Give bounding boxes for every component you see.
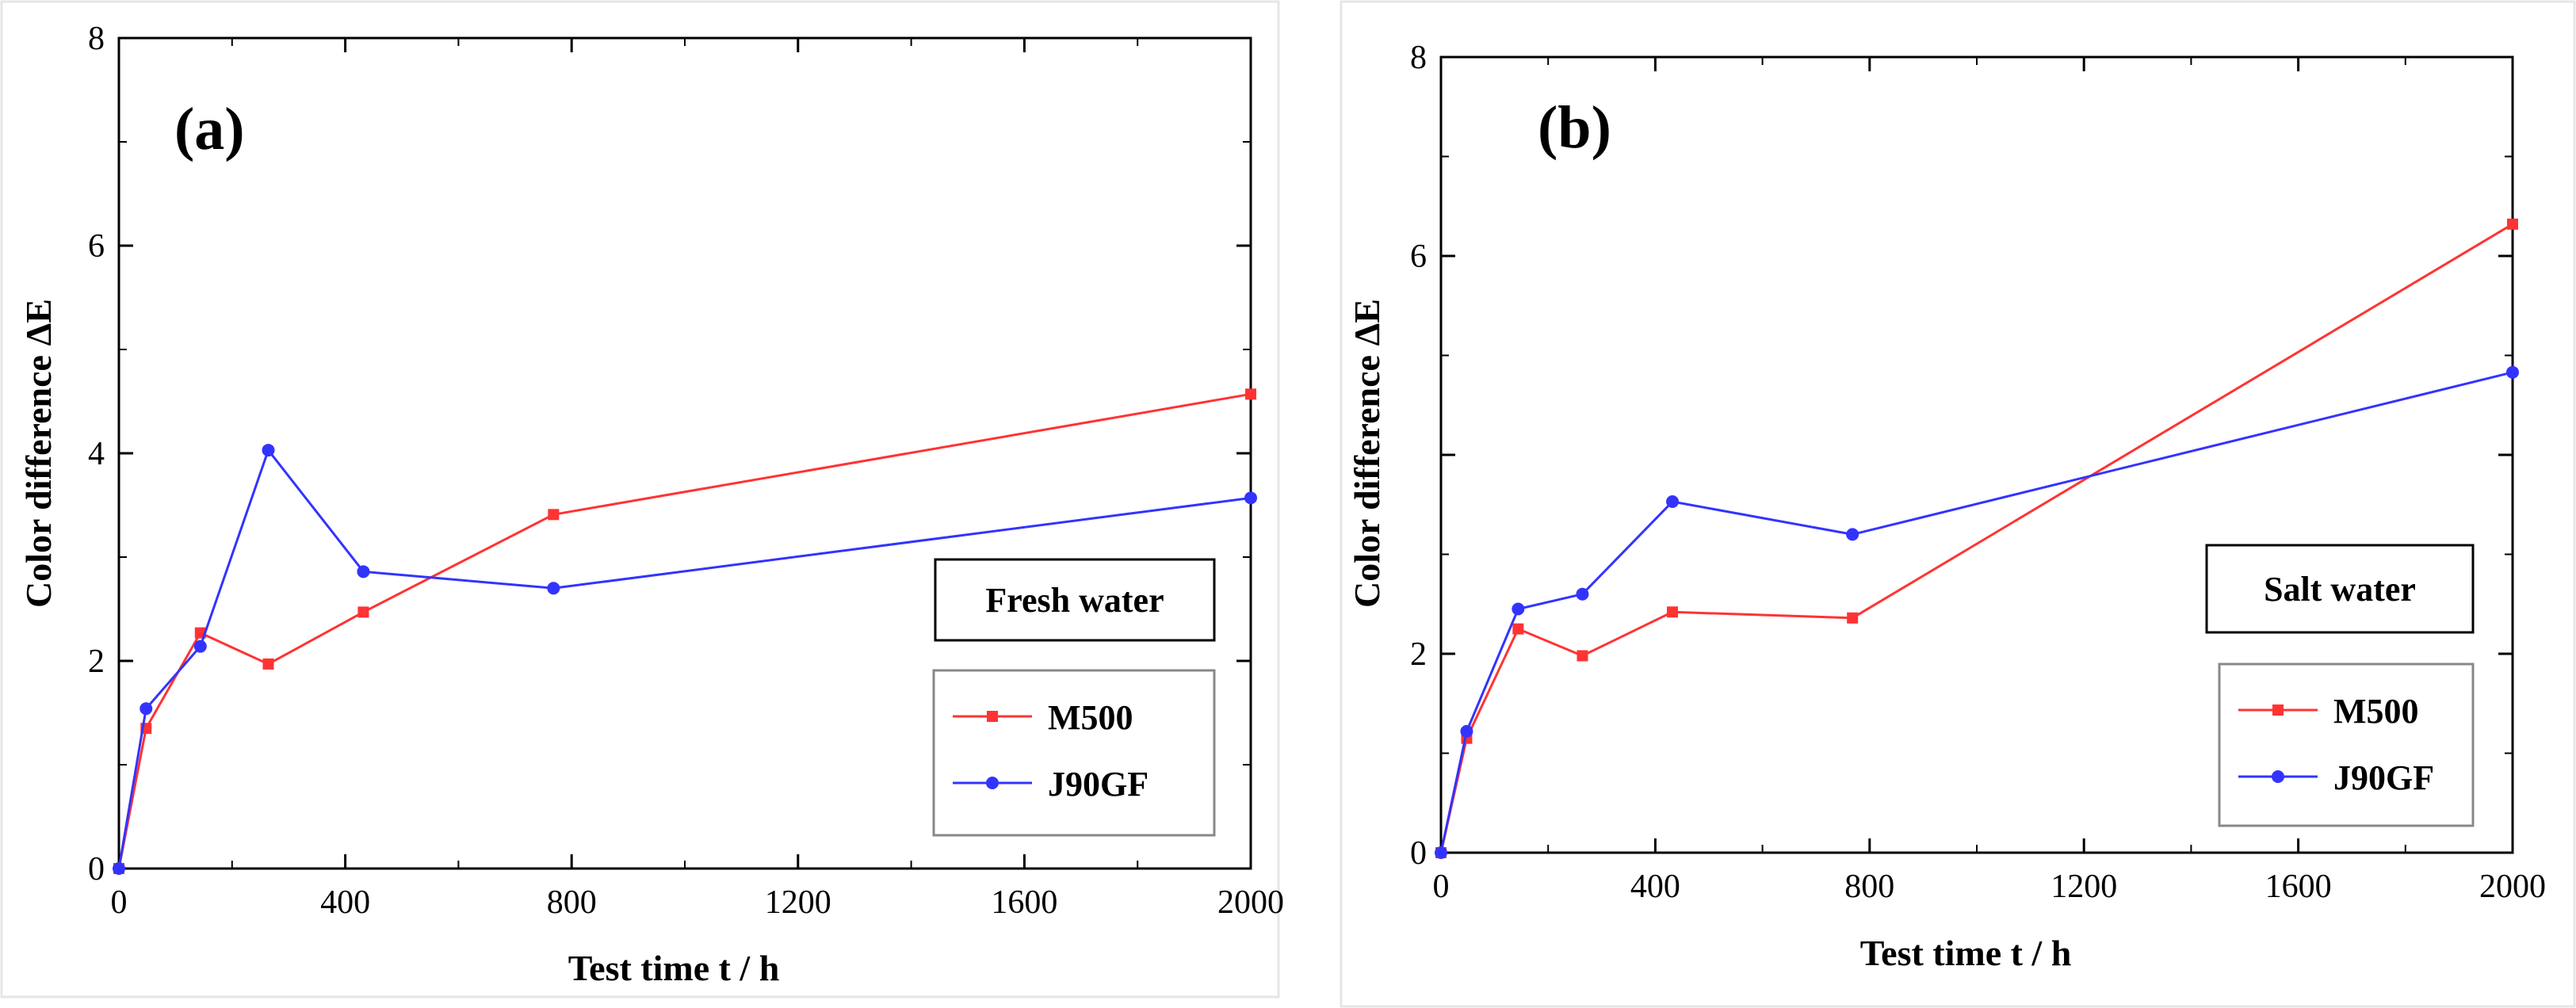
x-tick-label: 400 <box>1630 869 1680 905</box>
condition-label: Salt water <box>2264 570 2416 609</box>
x-tick-label: 1600 <box>2265 869 2332 905</box>
panel-label: (b) <box>1538 94 1611 161</box>
data-point-j90gf <box>1512 602 1525 616</box>
legend-label-m500: M500 <box>1048 698 1133 737</box>
data-point-j90gf <box>1460 724 1473 738</box>
legend-box <box>2218 662 2475 827</box>
x-axis-title: Test time t / h <box>568 948 780 988</box>
data-point-m500 <box>357 606 369 618</box>
condition-label: Fresh water <box>985 581 1164 620</box>
legend-label-m500: M500 <box>2333 692 2419 731</box>
legend-marker-j90gf <box>986 777 999 789</box>
data-point-j90gf <box>1435 846 1447 859</box>
data-point-m500 <box>1847 612 1859 624</box>
legend-marker-j90gf <box>2272 770 2284 783</box>
data-point-j90gf <box>1576 587 1589 601</box>
data-point-m500 <box>1245 388 1256 400</box>
x-tick-label: 2000 <box>1217 884 1284 921</box>
data-point-j90gf <box>2506 365 2519 379</box>
x-tick-label: 1200 <box>2050 869 2117 905</box>
data-point-m500 <box>1577 650 1588 662</box>
y-tick-label: 6 <box>88 228 105 265</box>
legend: M500 J90GF <box>932 669 1216 837</box>
y-axis-title: Color difference ΔE <box>1347 299 1387 608</box>
chart-panel-b: 0 400 800 1200 1600 2000 0 2 6 8 Test time t / h Co… <box>1340 0 2576 1008</box>
legend-label-j90gf: J90GF <box>1048 765 1148 804</box>
data-point-j90gf <box>140 702 153 716</box>
x-tick-label: 400 <box>320 884 370 921</box>
x-tick-label: 0 <box>111 884 128 921</box>
data-point-j90gf <box>547 582 560 595</box>
chart-panel-a: 0 400 800 1200 1600 2000 0 2 4 6 8 Test time t / h C… <box>0 0 1284 998</box>
data-point-j90gf <box>1666 494 1680 508</box>
legend-marker-m500 <box>987 711 998 722</box>
y-tick-label: 0 <box>88 851 105 888</box>
legend-marker-m500 <box>2272 704 2284 716</box>
panel-label: (a) <box>174 96 245 162</box>
x-tick-label: 1600 <box>991 884 1057 921</box>
data-point-j90gf <box>1846 528 1859 541</box>
data-point-j90gf <box>357 565 370 578</box>
legend: M500 J90GF <box>2218 662 2475 827</box>
y-axis-title: Color difference ΔE <box>18 299 59 608</box>
y-tick-label: 0 <box>1410 835 1427 872</box>
legend-box <box>932 669 1216 837</box>
x-tick-label: 800 <box>547 884 597 921</box>
y-tick-label: 4 <box>88 436 105 472</box>
data-point-j90gf <box>193 640 207 653</box>
y-tick-label: 8 <box>1410 40 1427 76</box>
data-point-m500 <box>262 658 274 670</box>
data-point-m500 <box>2507 218 2518 230</box>
x-tick-label: 2000 <box>2479 869 2546 905</box>
data-point-m500 <box>1667 606 1679 618</box>
y-tick-label: 2 <box>1410 636 1427 673</box>
x-tick-label: 800 <box>1844 869 1894 905</box>
panel-border <box>1340 0 2576 1008</box>
x-tick-label: 1200 <box>765 884 831 921</box>
x-axis-title: Test time t / h <box>1860 933 2072 973</box>
data-point-j90gf <box>1244 491 1257 505</box>
data-point-m500 <box>548 509 560 521</box>
data-point-j90gf <box>262 444 275 457</box>
legend-label-j90gf: J90GF <box>2333 758 2434 797</box>
x-tick-label: 0 <box>1433 869 1450 905</box>
data-point-j90gf <box>113 862 125 875</box>
y-tick-label: 2 <box>88 643 105 680</box>
condition-box <box>2205 544 2475 634</box>
y-tick-label: 8 <box>88 21 105 57</box>
data-point-m500 <box>1512 623 1524 635</box>
panel-border <box>0 0 1280 998</box>
y-tick-label: 6 <box>1410 239 1427 275</box>
condition-box <box>934 558 1216 642</box>
